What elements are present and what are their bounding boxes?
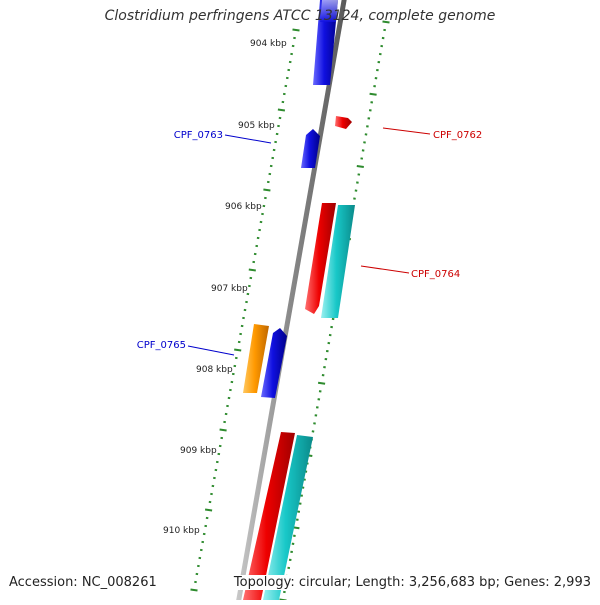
forward-strand-tick [318,383,325,384]
reverse-strand-tick [278,110,285,111]
gene-label-cpf-0763[interactable]: CPF_0763 [174,130,223,141]
scale-label-904: 904 kbp [250,39,287,49]
leader-cpf-0765 [188,346,234,355]
reverse-strand-tick [249,270,256,271]
scale-labels: 904 kbp 905 kbp 906 kbp 907 kbp 908 kbp … [163,39,287,536]
reverse-strand-tick [191,590,198,591]
reverse-strand-tick [205,510,212,511]
accession-text: Accession: NC_008261 [9,575,157,590]
reverse-strand-tick [220,430,227,431]
reverse-strand-tick [293,30,300,31]
scale-label-908: 908 kbp [196,365,233,375]
gene-label-cpf-0762[interactable]: CPF_0762 [433,130,482,141]
scale-label-907: 907 kbp [211,284,248,294]
reverse-strand-tick [263,190,270,191]
forward-strand-tick [370,94,377,95]
leader-cpf-0764 [361,266,409,273]
reverse-strand-tick [234,350,241,351]
scale-label-905: 905 kbp [238,121,275,131]
scale-label-910: 910 kbp [163,526,200,536]
genome-title: Clostridium perfringens ATCC 13124, comp… [0,8,600,24]
gene-features [243,0,355,600]
genome-info-text: Topology: circular; Length: 3,256,683 bp… [232,575,591,590]
scale-label-909: 909 kbp [180,446,217,456]
gene-feature-cpf-0762[interactable] [335,116,352,129]
forward-strand-tick [357,166,364,167]
leader-cpf-0762 [383,128,430,134]
gene-label-cpf-0764[interactable]: CPF_0764 [411,269,460,280]
gene-label-cpf-0765[interactable]: CPF_0765 [137,340,186,351]
leader-cpf-0763 [225,135,271,143]
scale-label-906: 906 kbp [225,202,262,212]
